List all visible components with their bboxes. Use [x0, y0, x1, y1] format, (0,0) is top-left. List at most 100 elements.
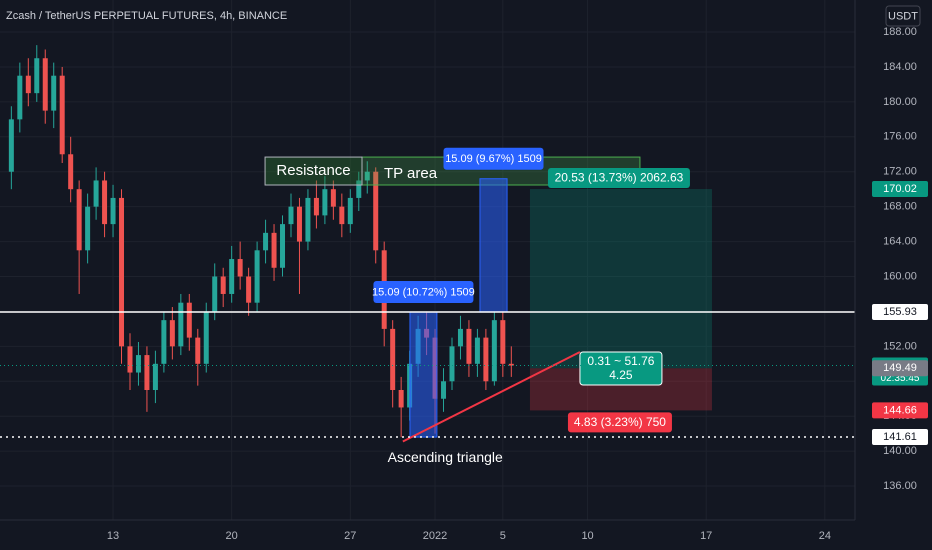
price-badge-sub: 02:35:45	[881, 373, 920, 384]
candle-body	[110, 197, 116, 225]
stop-label: 4.83 (3.23%) 750	[574, 415, 666, 429]
candle-body	[203, 311, 209, 364]
measure-label: 15.09 (10.72%) 1509	[372, 286, 475, 298]
y-tick-label: 172.00	[883, 166, 917, 178]
candle-body	[68, 154, 74, 190]
candle-body	[25, 75, 31, 94]
axis: 188.00 184.00 180.00 176.00 172.00 168.00 164.…	[107, 26, 928, 542]
candle-body	[59, 75, 65, 155]
candle-body	[441, 381, 447, 399]
x-tick-label: 17	[700, 530, 712, 542]
y-tick-label: 184.00	[883, 61, 917, 73]
measure-label: 15.09 (9.67%) 1509	[445, 153, 542, 165]
resistance-label: Resistance	[276, 162, 350, 179]
candle-body	[254, 250, 260, 303]
price-badge-label: 149.49	[883, 362, 917, 374]
x-tick-label: 20	[226, 530, 238, 542]
pattern-label: Ascending triangle	[388, 449, 503, 465]
candle-body	[280, 224, 286, 268]
candle-body	[76, 189, 82, 251]
candle-body	[17, 75, 23, 120]
candle-body	[457, 328, 463, 347]
y-tick-label: 152.00	[883, 340, 917, 352]
trend-sublabel: 4.25	[609, 368, 633, 382]
price-badge	[872, 304, 928, 321]
candle-body	[220, 276, 226, 294]
candle-body	[195, 337, 201, 364]
measure-box	[479, 178, 508, 313]
candle-body	[288, 206, 294, 225]
candle-body	[8, 119, 14, 172]
candle-body	[474, 337, 480, 364]
candle-body	[152, 363, 158, 390]
trend-label: 0.31 ~ 51.76	[587, 354, 654, 368]
annotations: Resistance TP area 20.53 (13.73%) 2062.63 4…	[0, 147, 855, 465]
candle-body	[42, 58, 48, 111]
candle-body	[339, 206, 345, 225]
measure-box	[409, 311, 438, 438]
candle-body	[356, 180, 362, 198]
price-badge	[872, 181, 928, 198]
candle-body	[169, 320, 175, 347]
chart-title: Zcash / TetherUS PERPETUAL FUTURES, 4h, …	[6, 10, 287, 22]
y-tick-label: 176.00	[883, 131, 917, 143]
candle-body	[322, 189, 328, 216]
candle-body	[246, 276, 252, 303]
candle-body	[296, 206, 302, 242]
candle-body	[127, 346, 133, 373]
y-tick-label: 136.00	[883, 480, 917, 492]
price-badge	[872, 429, 928, 446]
target-label: 20.53 (13.73%) 2062.63	[555, 171, 684, 185]
stop-pill	[567, 412, 672, 433]
candle-body	[466, 328, 472, 364]
candle-body	[178, 302, 184, 347]
candle-body	[135, 355, 141, 373]
candle-body	[390, 328, 396, 390]
candle-body	[161, 320, 167, 364]
candle-body	[102, 180, 108, 225]
price-badge-label: 155.93	[883, 306, 917, 318]
tp-area-label: TP area	[384, 165, 438, 182]
candle-body	[263, 232, 269, 251]
y-tick-label: 168.00	[883, 201, 917, 213]
price-badge-label: 170.02	[883, 183, 917, 195]
candle-body	[119, 197, 125, 347]
candle-body	[364, 171, 370, 181]
target-pill	[547, 168, 690, 189]
x-tick-label: 24	[819, 530, 831, 542]
candle-body	[500, 320, 506, 364]
grid	[0, 0, 855, 520]
candle-body	[330, 189, 336, 207]
y-tick-label: 160.00	[883, 270, 917, 282]
candle-body	[305, 197, 311, 242]
candle-body	[85, 206, 91, 251]
candle-body	[186, 302, 192, 338]
candle-body	[483, 337, 489, 382]
candle-body	[449, 346, 455, 382]
candle-body	[313, 197, 319, 216]
x-tick-label: 2022	[423, 530, 447, 542]
price-badge-label: 144.66	[883, 404, 917, 416]
x-tick-label: 10	[581, 530, 593, 542]
y-tick-label: 180.00	[883, 96, 917, 108]
candle-body	[237, 259, 243, 277]
candle-body	[398, 390, 404, 408]
candle-body	[34, 58, 40, 94]
candle-body	[93, 180, 99, 207]
trend-line	[402, 351, 581, 443]
candle-body	[373, 171, 379, 251]
candle-body	[491, 320, 497, 382]
y-tick-label: 140.00	[883, 445, 917, 457]
x-tick-label: 13	[107, 530, 119, 542]
candle-body	[229, 259, 235, 294]
candle-body	[51, 75, 57, 111]
candle-body	[212, 276, 218, 312]
candle-body	[144, 355, 150, 390]
candle-body	[347, 197, 353, 225]
trend-box	[579, 351, 663, 386]
resistance-box	[264, 156, 363, 186]
x-tick-label: 27	[344, 530, 356, 542]
